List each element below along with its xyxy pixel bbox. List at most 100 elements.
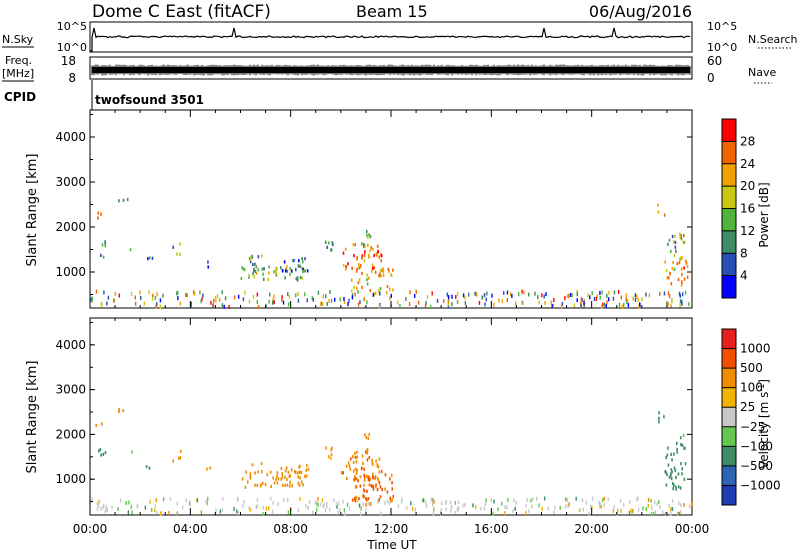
speckle-cell: [637, 496, 639, 501]
speckle-cell: [575, 496, 577, 501]
speckle-cell: [185, 293, 187, 298]
speckle-cell: [103, 290, 105, 295]
echo-cell: [365, 449, 368, 454]
speckle-cell: [337, 501, 340, 506]
colorbar-segment: [722, 230, 736, 254]
speckle-cell: [401, 497, 403, 502]
speckle-cell: [221, 507, 223, 512]
echo-cell: [676, 450, 678, 454]
speckle-cell: [581, 298, 583, 303]
noise-strip-frame: [89, 21, 693, 53]
echo-cell: [306, 463, 308, 468]
speckle-cell: [593, 296, 596, 301]
speckle-cell: [560, 304, 563, 309]
echo-cell: [207, 265, 210, 269]
speckle-cell: [213, 298, 215, 303]
echo-cell: [368, 432, 371, 437]
echo-cell: [359, 484, 362, 488]
echo-cell: [355, 286, 358, 290]
nsearch-tick-bottom: 10^0: [707, 41, 737, 54]
echo-cell: [290, 269, 293, 273]
speckle-cell: [531, 504, 533, 509]
speckle-cell: [351, 295, 354, 300]
speckle-cell: [262, 505, 265, 510]
echo-cell: [280, 477, 282, 481]
speckle-cell: [534, 291, 536, 296]
echo-cell: [680, 283, 683, 287]
freq-label: Freq.: [5, 54, 32, 67]
speckle-cell: [103, 504, 105, 509]
echo-cell: [122, 409, 125, 413]
echo-cell: [276, 471, 279, 475]
speckle-cell: [625, 293, 628, 298]
speckle-cell: [362, 502, 364, 507]
speckle-cell: [639, 302, 641, 307]
echo-cell: [281, 475, 284, 479]
speckle-cell: [536, 496, 538, 501]
speckle-cell: [501, 299, 503, 304]
y-tick-label: 2000: [55, 220, 86, 234]
echo-cell: [371, 263, 374, 267]
echo-cell: [671, 234, 674, 239]
echo-cell: [678, 232, 681, 236]
speckle-cell: [515, 500, 517, 505]
speckle-cell: [372, 292, 375, 297]
speckle-cell: [541, 293, 543, 298]
speckle-cell: [218, 298, 221, 303]
speckle-cell: [462, 293, 465, 298]
speckle-cell: [322, 504, 324, 509]
echo-cell: [380, 259, 382, 263]
echo-cell: [330, 453, 333, 457]
speckle-cell: [566, 294, 569, 299]
echo-cell: [249, 474, 252, 478]
echo-cell: [298, 483, 301, 487]
speckle-cell: [319, 502, 322, 507]
echo-cell: [674, 240, 677, 245]
speckle-cell: [412, 506, 414, 511]
velocity-colorbar: 1000 500 100 25 −25 −100 −500 −1000: [721, 328, 781, 506]
speckle-cell: [504, 511, 506, 516]
speckle-cell: [256, 292, 259, 297]
echo-cell: [327, 455, 330, 459]
speckle-cell: [588, 511, 590, 516]
echo-cell: [668, 475, 671, 479]
speckle-cell: [127, 510, 130, 515]
echo-cell: [256, 483, 259, 488]
velocity-colorbar-label: Velocity [m s-1]: [757, 379, 772, 469]
speckle-cell: [601, 498, 604, 503]
colorbar-segment: [722, 387, 736, 408]
speckle-cell: [678, 291, 681, 296]
echo-cell: [286, 483, 289, 487]
echo-cell: [246, 480, 249, 484]
speckle-cell: [397, 504, 400, 509]
y-tick-label: 1000: [55, 472, 86, 486]
echo-cell: [101, 243, 104, 247]
speckle-cell: [433, 507, 435, 512]
speckle-cell: [651, 506, 653, 511]
echo-cell: [356, 450, 358, 454]
speckle-cell: [283, 497, 285, 502]
speckle-cell: [547, 506, 550, 511]
echo-cell: [681, 467, 684, 471]
echo-cell: [387, 267, 390, 271]
echo-cell: [354, 455, 357, 459]
echo-cell: [355, 477, 358, 481]
freq-band: [92, 67, 690, 73]
echo-cell: [254, 483, 256, 487]
speckle-cell: [667, 301, 669, 306]
echo-cell: [363, 489, 366, 493]
echo-cell: [382, 267, 384, 271]
echo-cell: [351, 498, 354, 502]
speckle-cell: [528, 509, 530, 514]
speckle-cell: [591, 505, 593, 510]
speckle-cell: [668, 503, 670, 508]
echo-cell: [266, 473, 269, 477]
speckle-cell: [636, 497, 638, 502]
echo-cell: [680, 257, 682, 261]
echo-cell: [244, 485, 247, 489]
echo-cell: [356, 267, 358, 271]
echo-cell: [209, 466, 211, 470]
echo-cell: [379, 272, 381, 276]
echo-cell: [369, 249, 371, 253]
echo-cell: [299, 275, 302, 280]
